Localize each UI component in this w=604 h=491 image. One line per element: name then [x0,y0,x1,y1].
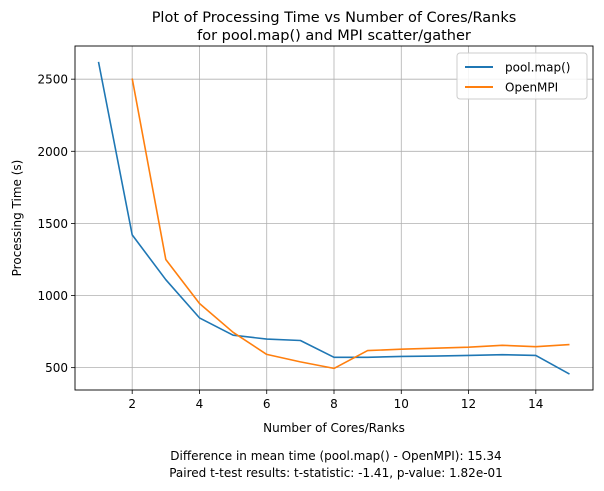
legend-label-openmpi: OpenMPI [505,81,558,95]
x-axis-label: Number of Cores/Ranks [263,421,405,435]
grid-lines [75,46,593,390]
y-tick-label: 1500 [37,217,68,231]
y-tick-label: 2000 [37,145,68,159]
legend: pool.map() OpenMPI [456,52,588,100]
x-tick-label: 2 [128,397,136,411]
chart-title-line2: for pool.map() and MPI scatter/gather [197,28,471,44]
y-tick-label: 2500 [37,73,68,87]
y-tick-label: 1000 [37,289,68,303]
legend-label-pool-map: pool.map() [505,61,570,75]
x-tick-label: 14 [528,397,543,411]
x-tick-label: 6 [263,397,271,411]
x-tick-label: 12 [461,397,476,411]
chart-title-line1: Plot of Processing Time vs Number of Cor… [152,10,517,26]
x-tick-label: 4 [196,397,204,411]
x-tick-label: 8 [330,397,338,411]
series-lines [97,61,570,375]
footer-ttest-results: Paired t-test results: t-statistic: -1.4… [169,466,503,480]
y-axis-label: Processing Time (s) [10,160,24,277]
y-tick-label: 500 [45,361,68,375]
x-tick-label: 10 [394,397,409,411]
series-line-pool-map [97,61,570,375]
series-line-openmpi [131,78,570,370]
x-axis-ticks: 2 4 6 8 10 12 14 [128,390,543,411]
footer-mean-difference: Difference in mean time (pool.map() - Op… [170,449,501,463]
y-axis-ticks: 500 1000 1500 2000 2500 [37,73,75,375]
